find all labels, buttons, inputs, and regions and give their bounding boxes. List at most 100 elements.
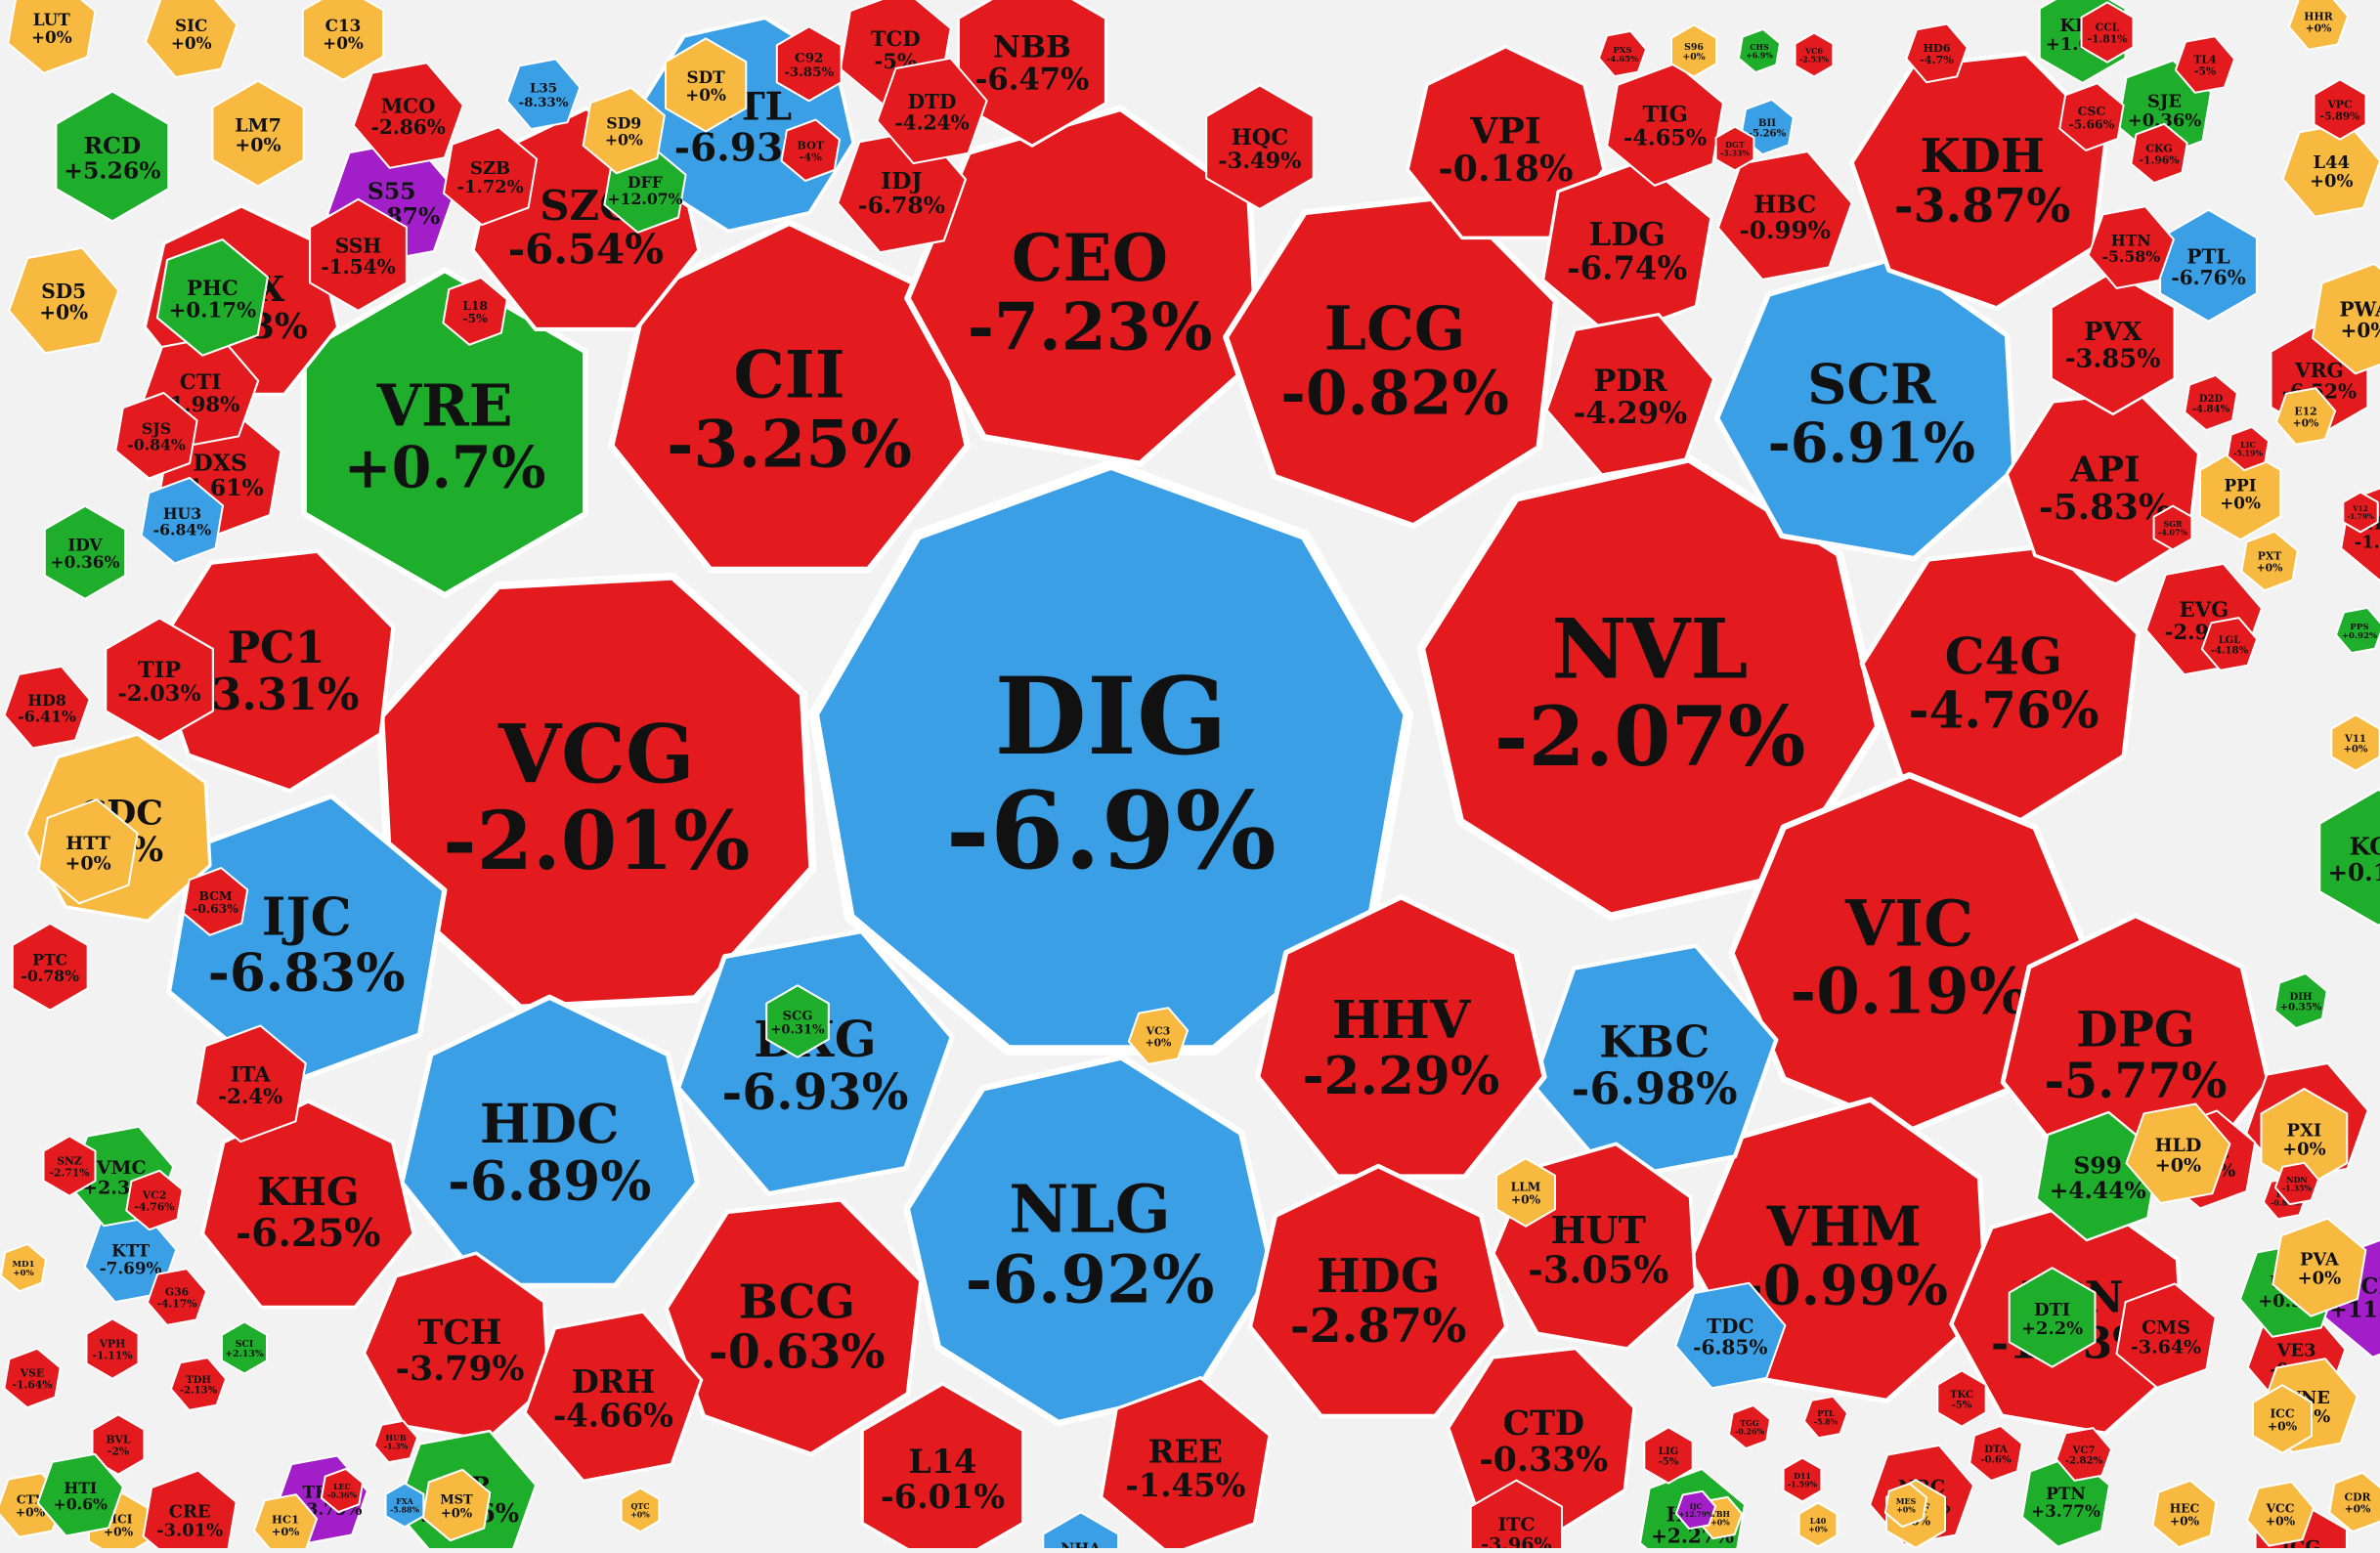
tile-ticker: LGL xyxy=(2219,635,2241,646)
tile-change: -5.88% xyxy=(390,1506,419,1515)
tile-ticker: TDC xyxy=(1707,1315,1753,1338)
tile-change: -6.98% xyxy=(1572,1063,1738,1115)
tile-change: -6.91% xyxy=(1768,411,1975,475)
tile-ticker: REE xyxy=(1148,1433,1223,1470)
tile-change: +0% xyxy=(65,852,110,874)
tile-change: +0% xyxy=(2298,1269,2341,1289)
tile-change: -2.86% xyxy=(371,115,446,139)
tile-change: +12.07% xyxy=(607,190,682,208)
tile-ticker: C4G xyxy=(1945,628,2063,687)
tile-ticker: DIG xyxy=(994,654,1228,779)
tile-ticker: HDC xyxy=(480,1093,620,1155)
tile-change: -1.59% xyxy=(1788,1481,1817,1489)
tile-change: -6.92% xyxy=(965,1241,1214,1318)
tile-ticker: EVG xyxy=(2180,597,2229,622)
tile-change: -8.33% xyxy=(519,95,569,110)
stock-tile-d11[interactable]: D11-1.59% xyxy=(1784,1458,1822,1502)
tile-ticker: NVL xyxy=(1552,600,1749,697)
tile-ticker: API xyxy=(2069,450,2140,491)
tile-change: -5.8% xyxy=(1814,1418,1839,1427)
tile-ticker: VE3 xyxy=(2276,1341,2316,1361)
tile-ticker: PXI xyxy=(2287,1121,2322,1142)
tile-ticker: RCD xyxy=(84,132,142,159)
tile-ticker: MST xyxy=(440,1492,473,1507)
stock-tile-v12[interactable]: V12-1.79% xyxy=(2343,493,2377,533)
stock-tile-l40[interactable]: L40+0% xyxy=(1799,1503,1838,1547)
stock-tile-dgt[interactable]: DGT-3.33% xyxy=(1716,127,1754,171)
tile-ticker: TCH xyxy=(417,1313,501,1353)
tile-change: -7.23% xyxy=(968,289,1213,366)
tile-change: -3.85% xyxy=(2065,344,2161,373)
tile-change: -5.83% xyxy=(2039,487,2172,528)
tile-change: -6.41% xyxy=(18,708,76,726)
tile-ticker: TIP xyxy=(138,658,181,683)
tile-change: -5% xyxy=(1952,1401,1972,1411)
tile-change: -5.77% xyxy=(2045,1053,2228,1109)
tile-change: -6.9% xyxy=(945,768,1276,893)
tile-change: +0.6% xyxy=(54,1495,108,1514)
tile-ticker: PTN xyxy=(2046,1484,2085,1503)
tile-change: -4.76% xyxy=(134,1200,174,1213)
stock-tile-sgr[interactable]: SGR-4.07% xyxy=(2154,506,2192,550)
tile-change: +0% xyxy=(2310,171,2353,192)
tile-ticker: SJE xyxy=(2147,92,2182,112)
stock-tile-qtc[interactable]: QTC+0% xyxy=(622,1488,660,1532)
tile-change: +0% xyxy=(630,1511,650,1520)
tile-change: -6.93% xyxy=(721,1063,908,1121)
tile-ticker: BII xyxy=(1758,118,1776,129)
tile-ticker: PVA xyxy=(2300,1250,2340,1271)
tile-ticker: NHA xyxy=(1060,1539,1102,1548)
tile-change: +0% xyxy=(1146,1036,1172,1049)
tile-change: +0% xyxy=(2268,1420,2298,1434)
tile-ticker: VHM xyxy=(1766,1196,1922,1260)
tile-change: +0% xyxy=(235,135,281,156)
tile-change: -1.45% xyxy=(1125,1467,1245,1504)
tile-change: -6.76% xyxy=(2171,266,2245,289)
tile-ticker: VIC xyxy=(1844,888,1973,962)
tile-ticker: PDR xyxy=(1593,364,1667,399)
tile-change: -2.4% xyxy=(218,1084,282,1108)
tile-change: -6.85% xyxy=(1693,1336,1767,1359)
tile-ticker: VCG xyxy=(498,707,695,802)
tile-change: -5% xyxy=(2194,65,2216,77)
tile-change: +12.79% xyxy=(1678,1510,1713,1519)
tile-change: -7.69% xyxy=(100,1258,162,1277)
tile-change: -0.6% xyxy=(1980,1455,2012,1466)
tile-change: -1.72% xyxy=(457,177,524,197)
tile-change: +0.35% xyxy=(2280,1003,2322,1014)
stock-tile-vc6[interactable]: VC6-2.53% xyxy=(1796,33,1834,77)
tile-change: -4.65% xyxy=(1607,55,1639,65)
tile-change: -1.96% xyxy=(2139,153,2179,166)
tile-ticker: LUT xyxy=(33,10,71,29)
tile-ticker: HEC xyxy=(2170,1502,2200,1516)
tile-change: +5.26% xyxy=(64,156,160,184)
tile-change: -0.99% xyxy=(1740,216,1831,244)
tile-change: -3.85% xyxy=(784,65,834,80)
tile-ticker: MCO xyxy=(381,95,436,118)
tile-change: +0% xyxy=(1808,1526,1828,1534)
tile-ticker: L14 xyxy=(908,1443,976,1481)
tile-change: +0% xyxy=(171,33,212,53)
tile-change: -1.81% xyxy=(2087,32,2127,45)
tile-change: +3.77% xyxy=(2031,1501,2100,1521)
tile-ticker: CII xyxy=(733,337,844,413)
tile-ticker: VPI xyxy=(1469,109,1540,151)
tile-change: -2.87% xyxy=(1290,1299,1467,1354)
tile-ticker: KOS xyxy=(2349,833,2380,861)
stock-tile-vcg[interactable]: VCG-2.01% xyxy=(380,577,812,1009)
tile-change: -0.63% xyxy=(709,1324,886,1379)
tile-ticker: TCD xyxy=(871,26,921,51)
tile-change: -3.79% xyxy=(396,1349,525,1389)
tile-ticker: HTT xyxy=(65,833,110,854)
tile-ticker: CEO xyxy=(1012,220,1168,296)
tile-change: -3.05% xyxy=(1528,1248,1668,1292)
stock-tile-fxa[interactable]: FXA-5.88% xyxy=(386,1484,424,1528)
tile-change: -2.29% xyxy=(1302,1045,1499,1106)
tile-change: -5.58% xyxy=(2101,247,2160,266)
tile-ticker: NLG xyxy=(1009,1171,1171,1248)
tile-ticker: VRG xyxy=(2294,359,2343,382)
tile-ticker: CTI xyxy=(180,369,222,394)
tile-ticker: PWA xyxy=(2340,298,2380,322)
tile-ticker: PHC xyxy=(187,276,238,300)
tile-change: -0.82% xyxy=(1280,357,1509,428)
